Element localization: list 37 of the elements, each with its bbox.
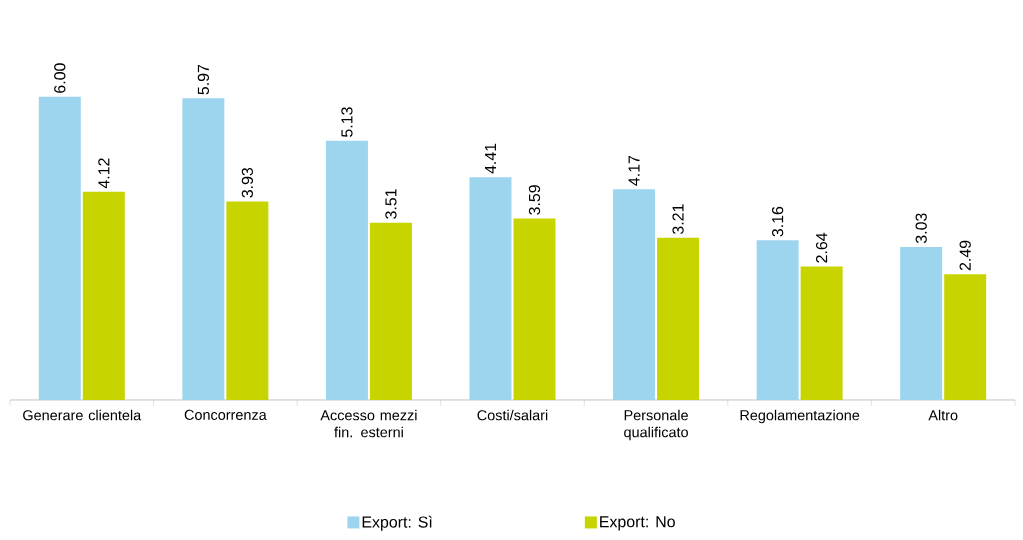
- legend-label: Export: No: [600, 516, 675, 531]
- data-label: 4.41: [485, 143, 496, 174]
- bar: [325, 140, 368, 400]
- data-label: 3.51: [385, 189, 397, 219]
- data-label: 5.97: [197, 64, 210, 95]
- data-label: 6.00: [54, 63, 66, 93]
- data-label: 2.49: [959, 240, 971, 271]
- bar: [38, 96, 81, 400]
- bar: [800, 266, 843, 400]
- data-label: 5.13: [341, 107, 353, 137]
- bar: [226, 201, 269, 400]
- bar: [613, 189, 656, 400]
- bar: [369, 222, 412, 400]
- x-tick-label: Accesso mezzi fin. esterni: [320, 409, 417, 438]
- x-tick-label: Generare clientela: [23, 409, 142, 421]
- data-label: 3.03: [915, 213, 927, 244]
- bar: [944, 274, 987, 400]
- legend-label: Export: Sì: [362, 515, 432, 531]
- x-tick-label: Regolamentazione: [740, 409, 860, 424]
- data-label: 2.64: [815, 232, 828, 263]
- data-label: 3.93: [241, 167, 253, 198]
- data-label: 3.21: [672, 204, 684, 234]
- bar: [182, 98, 225, 400]
- bar: [469, 177, 512, 400]
- data-label: 3.16: [771, 206, 784, 237]
- x-tick-label: Costi/salari: [477, 409, 548, 421]
- bar: [657, 237, 700, 400]
- bar: [513, 218, 556, 400]
- data-label: 3.59: [528, 185, 541, 215]
- x-tick-label: Personale qualificato: [624, 409, 688, 441]
- x-tick-label: Altro: [928, 409, 958, 421]
- bar: [756, 240, 799, 400]
- data-label: 4.12: [98, 158, 110, 189]
- x-tick-label: Concorrenza: [184, 409, 267, 420]
- bar: [900, 246, 943, 400]
- data-label: 4.17: [628, 155, 640, 186]
- bar: [82, 191, 125, 400]
